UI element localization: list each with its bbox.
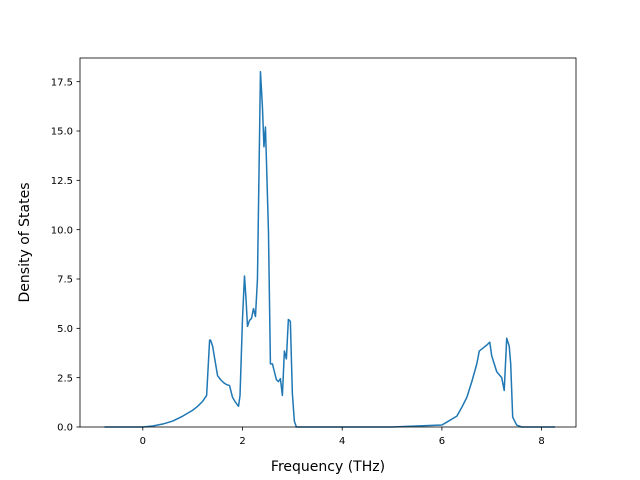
y-tick-label: 17.5: [51, 77, 73, 88]
x-tick-label: 8: [538, 436, 544, 447]
dos-line: [104, 71, 556, 428]
y-tick-label: 12.5: [51, 176, 73, 187]
x-tick-label: 6: [439, 436, 445, 447]
plot-series: [104, 71, 556, 428]
x-tick-label: 0: [140, 436, 146, 447]
y-tick-label: 0.0: [57, 423, 73, 434]
x-axis-ticks: 0 2 4 6 8: [140, 427, 545, 447]
y-tick-label: 5.0: [57, 324, 73, 335]
y-axis-title: Density of States: [17, 183, 33, 303]
plot-frame: [79, 57, 577, 428]
y-tick-label: 2.5: [57, 373, 73, 384]
x-tick-label: 4: [339, 436, 345, 447]
y-tick-label: 7.5: [57, 275, 73, 286]
y-tick-label: 10.0: [51, 225, 73, 236]
x-tick-label: 2: [239, 436, 245, 447]
y-tick-label: 15.0: [51, 127, 73, 138]
y-axis-ticks: 0.0 2.5 5.0 7.5 10.0 12.5 15.0 17.5: [51, 77, 80, 434]
x-axis-title: Frequency (THz): [271, 459, 385, 475]
